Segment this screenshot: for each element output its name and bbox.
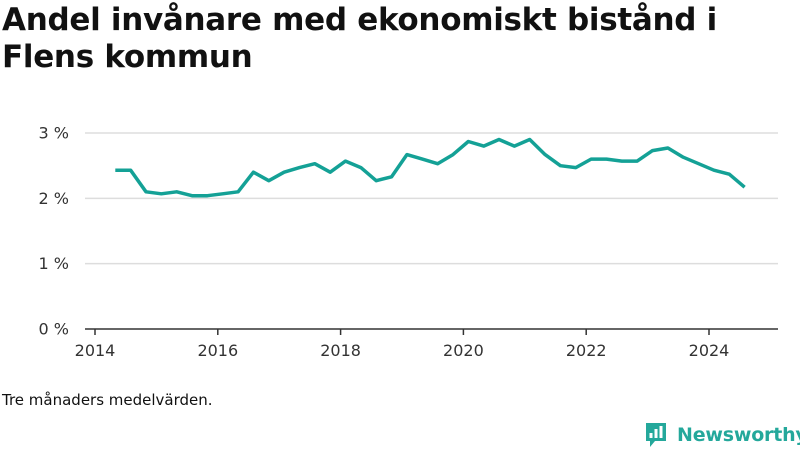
series-layer [112,137,748,199]
data-point [281,169,287,175]
data-point [634,158,640,164]
data-point [588,156,594,162]
x-tick-label: 2024 [689,341,730,360]
data-point [250,169,256,175]
data-point [174,189,180,195]
data-point [327,169,333,175]
x-tick-label: 2016 [197,341,238,360]
data-point [465,139,471,145]
data-point [158,191,164,197]
data-point [650,148,656,154]
data-point [619,158,625,164]
data-point [389,174,395,180]
data-point [297,165,303,171]
x-tick-label: 2022 [566,341,607,360]
data-point [143,189,149,195]
x-axis-labels: 2014 2016 2018 2020 2022 2024 [75,341,730,360]
x-tick-label: 2020 [443,341,484,360]
data-point [742,184,748,190]
x-tick-label: 2018 [320,341,361,360]
data-point [527,137,533,143]
data-point [680,154,686,160]
y-tick-label: 1 % [39,254,69,273]
gridlines [85,132,778,265]
data-point [204,193,210,199]
data-point [496,137,502,143]
x-tick-label: 2014 [75,341,116,360]
data-point [542,152,548,158]
footnote: Tre månaders medelvärden. [2,391,213,409]
data-point [358,165,364,171]
data-point [373,178,379,184]
data-point [711,167,717,173]
y-tick-label: 2 % [39,189,69,208]
data-point [481,143,487,149]
x-axis [85,328,778,335]
data-point [435,161,441,167]
data-point [450,152,456,158]
data-point [266,178,272,184]
data-point [312,161,318,167]
data-point [112,167,118,173]
data-point [557,163,563,169]
data-point [343,158,349,164]
data-point [419,156,425,162]
data-point [189,193,195,199]
series-line [115,137,746,198]
chart-title: Andel invånare med ekonomiskt bistånd i … [2,2,717,75]
newsworthy-logo-icon [646,423,666,447]
data-point [726,171,732,177]
data-point [404,152,410,158]
data-point [128,167,134,173]
data-point [604,156,610,162]
data-point [235,189,241,195]
data-point [696,161,702,167]
y-tick-label: 0 % [39,320,69,339]
line-chart: 0 % 1 % 2 % 3 % 2014 2016 2018 2020 2022 2024 [39,124,778,360]
y-axis-labels: 0 % 1 % 2 % 3 % [39,124,69,339]
data-point [665,145,671,151]
data-point [511,143,517,149]
data-point [220,191,226,197]
brand-name: Newsworthy [677,424,800,446]
data-point [573,165,579,171]
y-tick-label: 3 % [39,124,69,143]
brand[interactable]: Newsworthy [644,421,800,449]
